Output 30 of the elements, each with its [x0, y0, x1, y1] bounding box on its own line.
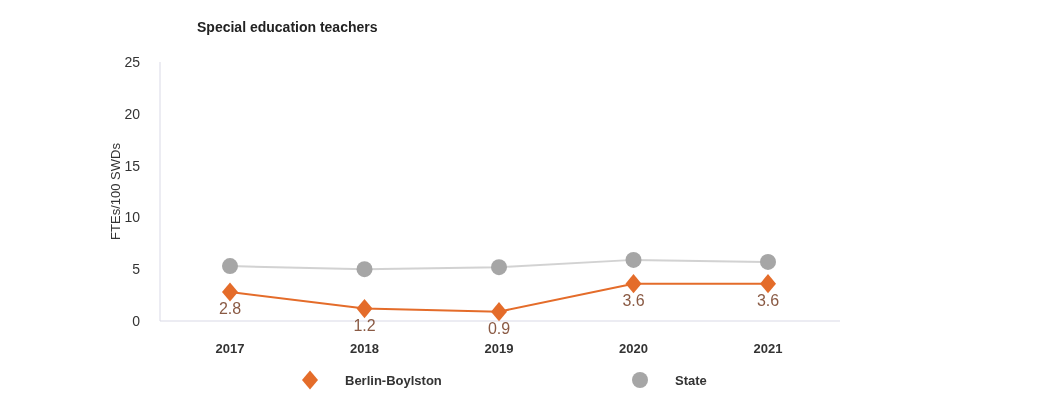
- point: [356, 261, 373, 278]
- y-axis-title: FTEs/100 SWDs: [108, 142, 123, 240]
- point: [625, 251, 642, 268]
- data-label: 3.6: [756, 291, 780, 309]
- x-tick-label: 2021: [753, 341, 783, 356]
- legend-label: State: [675, 372, 707, 388]
- point: [356, 298, 373, 319]
- point: [222, 258, 238, 275]
- x-tick-label: 2019: [484, 341, 514, 356]
- data-label: 1.2: [353, 316, 376, 334]
- y-tick-label: 15: [124, 157, 141, 174]
- point: [760, 274, 776, 294]
- y-tick-label: 10: [124, 209, 141, 226]
- data-label: 0.9: [487, 319, 511, 337]
- point: [491, 302, 507, 322]
- x-tick-label: 2017: [215, 341, 245, 356]
- chart-title: Special education teachers: [197, 19, 378, 35]
- y-tick-label: 20: [124, 105, 141, 122]
- x-tick-label: 2018: [350, 341, 379, 356]
- y-tick-label: 0: [132, 312, 141, 329]
- data-label: 3.6: [622, 291, 645, 309]
- point: [222, 282, 238, 302]
- point: [760, 253, 776, 270]
- point: [625, 274, 642, 294]
- data-label: 2.8: [218, 299, 242, 317]
- y-tick-label: 25: [124, 53, 141, 70]
- point: [491, 259, 507, 276]
- legend-label: Berlin-Boylston: [345, 372, 442, 388]
- y-tick-label: 5: [132, 261, 141, 278]
- x-tick-label: 2020: [619, 341, 648, 356]
